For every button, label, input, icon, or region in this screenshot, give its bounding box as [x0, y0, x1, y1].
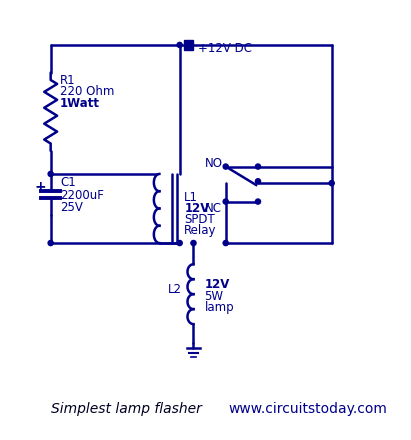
Text: 12V: 12V: [205, 278, 230, 291]
Text: 2200uF: 2200uF: [60, 189, 104, 202]
Circle shape: [223, 199, 228, 204]
Text: R1: R1: [60, 74, 76, 88]
Circle shape: [48, 240, 53, 246]
Circle shape: [48, 171, 53, 176]
Circle shape: [329, 180, 334, 186]
Text: 12V: 12V: [184, 202, 210, 215]
Text: NO: NO: [205, 158, 222, 170]
Circle shape: [255, 179, 261, 184]
Text: +12V DC: +12V DC: [198, 42, 252, 55]
Circle shape: [177, 42, 182, 48]
Text: 1Watt: 1Watt: [60, 98, 100, 110]
Text: 220 Ohm: 220 Ohm: [60, 85, 114, 99]
Text: NC: NC: [205, 202, 222, 215]
Circle shape: [191, 240, 196, 246]
Text: www.circuitstoday.com: www.circuitstoday.com: [229, 403, 387, 416]
Text: SPDT: SPDT: [184, 213, 215, 226]
Text: 25V: 25V: [60, 201, 83, 214]
Circle shape: [223, 164, 228, 169]
Circle shape: [177, 240, 182, 246]
Text: L1: L1: [184, 191, 198, 204]
Circle shape: [223, 240, 228, 246]
Circle shape: [255, 164, 261, 169]
Circle shape: [255, 199, 261, 204]
Text: +: +: [34, 180, 46, 194]
Text: C1: C1: [60, 176, 76, 189]
Text: lamp: lamp: [205, 301, 234, 314]
Text: L2: L2: [168, 282, 182, 296]
Text: Relay: Relay: [184, 224, 217, 237]
Text: Simplest lamp flasher: Simplest lamp flasher: [51, 403, 201, 416]
Bar: [184, 40, 194, 50]
Text: 5W: 5W: [205, 290, 224, 303]
